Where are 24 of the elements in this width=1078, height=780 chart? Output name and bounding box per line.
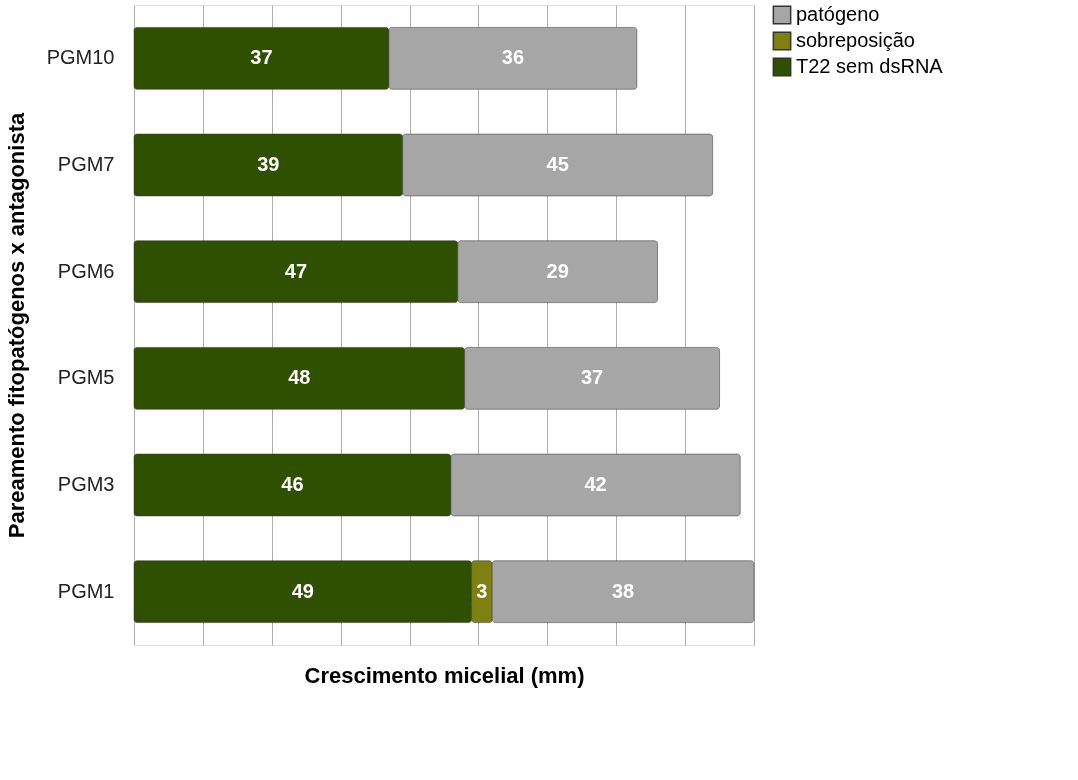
y-tick-label: PGM7 — [57, 153, 115, 175]
data-label: 29 — [546, 259, 569, 282]
data-label: 47 — [284, 259, 308, 282]
x-axis-title: Crescimento micelial (mm) — [304, 662, 585, 688]
data-label: 36 — [501, 46, 525, 69]
data-label: 39 — [257, 153, 280, 175]
data-label: 37 — [580, 366, 604, 389]
data-label: 42 — [584, 473, 607, 495]
y-tick-label: PGM10 — [46, 46, 115, 69]
y-axis-title: Pareamento fitopatógenos x antagonista — [3, 112, 29, 539]
y-tick-label: PGM3 — [57, 473, 115, 495]
legend-label: T22 sem dsRNA — [796, 55, 944, 77]
y-tick-label: PGM6 — [57, 259, 115, 282]
y-tick-label: PGM1 — [57, 579, 115, 602]
data-label: 49 — [291, 579, 314, 602]
data-label: 3 — [476, 579, 488, 602]
legend-label: patógeno — [796, 3, 880, 25]
data-label: 37 — [250, 46, 273, 69]
data-label: 38 — [611, 579, 635, 602]
data-label: 45 — [546, 153, 569, 175]
data-label: 46 — [281, 473, 304, 495]
legend-label: sobreposição — [796, 29, 915, 51]
y-tick-label: PGM5 — [57, 366, 115, 389]
data-label: 48 — [288, 366, 311, 389]
